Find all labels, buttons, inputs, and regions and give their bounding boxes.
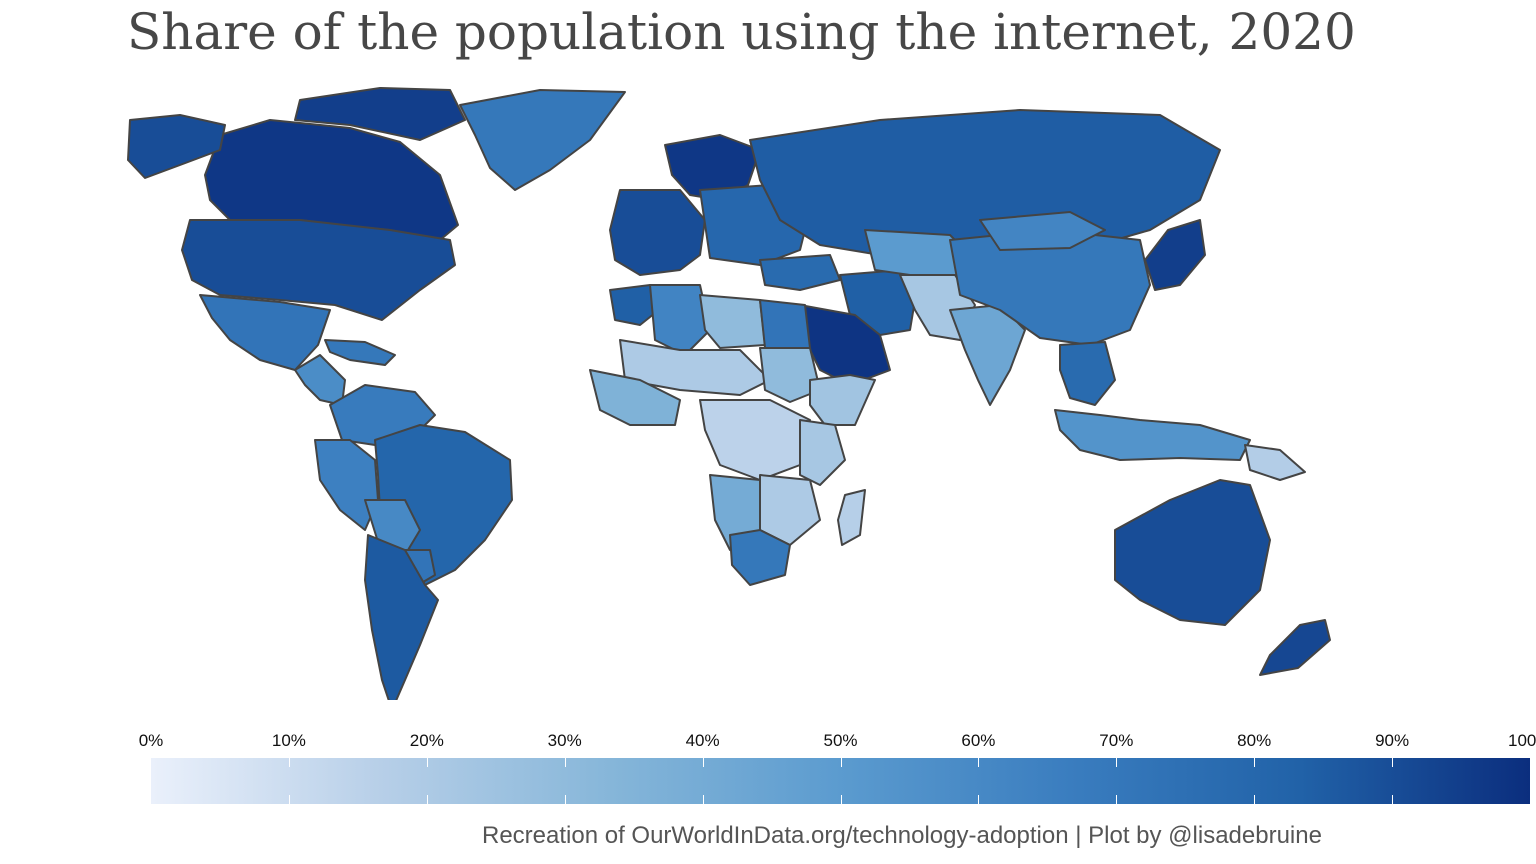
region-central-africa (699, 399, 811, 481)
world-map-svg (127, 87, 1331, 700)
legend-tick-mark (978, 795, 980, 804)
legend-tick-mark (840, 795, 842, 804)
region-united-states (181, 219, 456, 321)
legend-tick-mark (1116, 795, 1118, 804)
legend-tick-mark (564, 758, 566, 767)
region-alaska-united-states (127, 114, 226, 179)
region-ethiopia-somalia (809, 374, 876, 426)
legend-tick-mark (426, 758, 428, 767)
color-legend: 0% 10% 20% 30% 40% 50% 60% 70% 80% 90% 100% (0, 725, 1536, 815)
region-australia (1114, 479, 1271, 626)
world-map (120, 80, 1536, 700)
legend-tick-mark (564, 795, 566, 804)
region-algeria (649, 284, 711, 356)
region-papua-new-guinea (1244, 444, 1306, 481)
region-russia (749, 109, 1221, 256)
region-chile-argentina (364, 534, 439, 700)
legend-tick-label: 80% (1237, 731, 1272, 750)
region-madagascar (837, 489, 866, 546)
region-western-europe (609, 189, 706, 276)
legend-tick-mark (978, 758, 980, 767)
legend-tick-label: 70% (1099, 731, 1134, 750)
legend-tick-label: 30% (547, 731, 582, 750)
region-canadian-arctic (294, 87, 466, 141)
legend-tick-label: 20% (409, 731, 444, 750)
legend-tick-label: 0% (138, 731, 164, 750)
legend-tick-mark (1392, 758, 1394, 767)
region-japan-korea (1144, 219, 1206, 291)
region-greenland (459, 89, 626, 191)
region-west-africa (589, 369, 681, 426)
region-turkey (759, 254, 841, 291)
legend-tick-mark (1392, 795, 1394, 804)
region-mongolia (979, 211, 1106, 251)
legend-tick-label: 90% (1375, 731, 1410, 750)
region-east-africa (799, 419, 846, 486)
region-south-africa (729, 529, 791, 586)
region-new-zealand (1259, 619, 1331, 676)
region-mexico (199, 294, 331, 371)
legend-tick-label: 40% (685, 731, 720, 750)
legend-tick-mark (288, 758, 290, 767)
caption: Recreation of OurWorldInData.org/technol… (482, 822, 1322, 849)
legend-tick-label: 10% (271, 731, 306, 750)
map-regions (127, 87, 1331, 700)
legend-tick-mark (1116, 758, 1118, 767)
legend-tick-mark (840, 758, 842, 767)
legend-tick-mark (288, 795, 290, 804)
region-egypt (759, 299, 811, 349)
legend-tick-label: 50% (823, 731, 858, 750)
legend-tick-mark (702, 758, 704, 767)
region-southeast-asia (1059, 341, 1116, 406)
legend-tick-mark (426, 795, 428, 804)
legend-tick-mark (702, 795, 704, 804)
region-sudan (759, 347, 821, 403)
region-zambia-mozambique (759, 474, 821, 546)
legend-tick-mark (1254, 795, 1256, 804)
region-indonesia (1054, 409, 1251, 461)
legend-tick-label: 100% (1508, 731, 1536, 750)
region-ecuador-peru (314, 439, 379, 531)
region-caribbean (324, 339, 396, 366)
legend-tick-label: 60% (961, 731, 996, 750)
legend-tick-mark (1254, 758, 1256, 767)
region-libya (699, 294, 766, 349)
map-title: Share of the population using the intern… (127, 3, 1356, 61)
